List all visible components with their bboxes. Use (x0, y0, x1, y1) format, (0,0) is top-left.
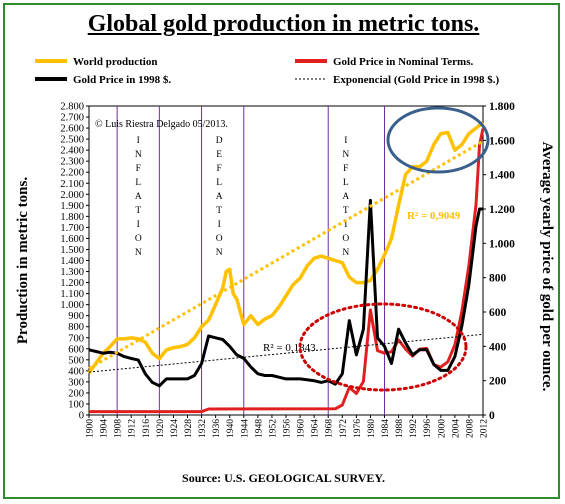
y-left-tick-label: 2.100 (60, 179, 84, 190)
y-right-tick-label: 1.800 (489, 101, 515, 113)
y-left-tick-label: 500 (68, 355, 84, 366)
y-left-tick-label: 1.700 (60, 223, 84, 234)
legend-label-nominal: Gold Price in Nominal Terms. (333, 56, 474, 68)
x-tick-label: 1928 (184, 419, 194, 438)
plot-area: 01002003004005006007008009001.0001.1001.… (15, 101, 555, 438)
y-right-axis-title: Average yearly price of gold per ounce. (539, 142, 555, 392)
y-right-tick-label: 600 (489, 307, 507, 319)
legend: World production Gold Price in Nominal T… (35, 56, 500, 86)
source-note: Source: U.S. GEOLOGICAL SURVEY. (182, 471, 385, 485)
x-tick-label: 2000 (437, 419, 447, 438)
y-left-tick-label: 2.600 (60, 124, 84, 135)
x-tick-label: 1992 (409, 419, 419, 438)
x-tick-label: 1956 (283, 419, 293, 438)
y-right-tick-label: 0 (489, 410, 495, 422)
x-tick-label: 1924 (170, 419, 180, 438)
r2-production-label: R² = 0,9049 (407, 210, 461, 222)
x-tick-label: 2012 (480, 419, 490, 438)
y-left-tick-label: 2.800 (60, 102, 84, 113)
x-tick-label: 1900 (86, 419, 96, 438)
y-left-tick-label: 2.300 (60, 157, 84, 168)
y-left-tick-label: 1.300 (60, 267, 84, 278)
x-tick-label: 2008 (465, 419, 475, 438)
x-tick-label: 1952 (268, 419, 278, 438)
x-tick-label: 1972 (339, 419, 349, 438)
y-right-tick-label: 1.400 (489, 170, 515, 182)
x-tick-label: 1980 (367, 419, 377, 438)
series-line-production-trend (88, 140, 484, 370)
y-left-tick-label: 2.000 (60, 190, 84, 201)
y-left-tick-label: 1.100 (60, 289, 84, 300)
y-right-tick-label: 1.600 (489, 135, 515, 147)
y-right-tick-label: 1.200 (489, 204, 515, 216)
series-line-gold-price-in-1998 (88, 198, 483, 388)
x-tick-label: 1984 (381, 419, 391, 438)
y-left-tick-label: 1.400 (60, 256, 84, 267)
x-tick-label: 1908 (114, 419, 124, 438)
x-tick-label: 1964 (311, 419, 321, 438)
y-left-tick-label: 1.900 (60, 201, 84, 212)
y-left-tick-label: 300 (68, 377, 84, 388)
y-left-tick-label: 1.800 (60, 212, 84, 223)
x-tick-label: 1912 (128, 419, 138, 438)
series-line-gold-price-in-nominal-terms (89, 128, 485, 414)
legend-label-trend: Exponencial (Gold Price in 1998 $.) (333, 74, 500, 86)
y-left-tick-label: 800 (68, 322, 84, 333)
chart-canvas: World production Gold Price in Nominal T… (15, 56, 555, 438)
copyright-note: © Luis Riestra Delgado 05/2013. (95, 119, 228, 130)
x-tick-label: 2004 (451, 419, 461, 438)
y-left-tick-label: 2.700 (60, 113, 84, 124)
x-tick-label: 1968 (325, 419, 335, 438)
x-tick-label: 1996 (423, 419, 433, 438)
y-right-tick-label: 800 (489, 273, 507, 285)
y-right-tick-label: 200 (489, 376, 507, 388)
series-line-world-production (87, 121, 485, 375)
chart-frame: Global gold production in metric tons. W… (3, 3, 560, 499)
y-left-tick-label: 100 (68, 399, 84, 410)
highlight-circle-production-peak (386, 106, 490, 174)
plot-border (88, 105, 484, 416)
r2-price-label: R² = 0,1843 (263, 342, 316, 354)
series-line-price-trend (88, 333, 484, 373)
y-left-tick-label: 200 (68, 388, 84, 399)
y-left-tick-label: 2.500 (60, 135, 84, 146)
legend-label-real-1998: Gold Price in 1998 $. (73, 74, 171, 86)
x-tick-label: 1976 (353, 419, 363, 438)
y-left-tick-label: 2.400 (60, 146, 84, 157)
y-left-axis-title: Production in metric tons. (15, 177, 31, 344)
y-left-tick-label: 400 (68, 366, 84, 377)
y-left-tick-label: 0 (79, 411, 84, 422)
y-left-tick-label: 600 (68, 344, 84, 355)
legend-label-world-production: World production (73, 56, 157, 68)
x-tick-label: 1932 (198, 419, 208, 438)
chart-title: Global gold production in metric tons. (87, 11, 480, 37)
y-left-tick-label: 700 (68, 333, 84, 344)
y-left-tick-label: 2.200 (60, 168, 84, 179)
x-tick-label: 1936 (212, 419, 222, 438)
y-left-tick-label: 1.200 (60, 278, 84, 289)
x-tick-label: 1960 (297, 419, 307, 438)
y-left-tick-label: 1.500 (60, 245, 84, 256)
y-left-tick-label: 1.600 (60, 234, 84, 245)
x-tick-label: 1944 (240, 419, 250, 438)
y-right-tick-label: 400 (489, 341, 507, 353)
y-left-tick-label: 1.000 (60, 300, 84, 311)
x-tick-label: 1916 (142, 419, 152, 438)
x-tick-label: 1904 (100, 419, 110, 438)
x-tick-label: 1948 (254, 419, 264, 438)
highlight-circle-price-dip (298, 302, 468, 392)
y-right-tick-label: 1.000 (489, 238, 515, 250)
x-tick-label: 1920 (156, 419, 166, 438)
y-left-tick-label: 900 (68, 311, 84, 322)
x-tick-label: 1940 (226, 419, 236, 438)
x-tick-label: 1988 (395, 419, 405, 438)
